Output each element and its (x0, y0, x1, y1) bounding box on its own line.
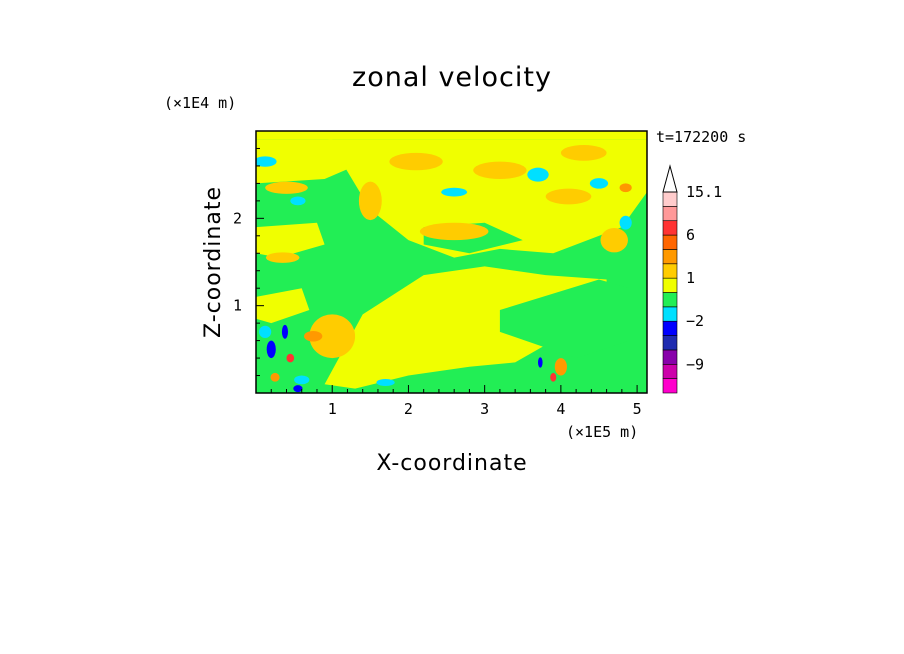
contour-cell (560, 144, 607, 161)
contour-cell (309, 314, 356, 359)
contour-cell (281, 324, 289, 339)
contour-cell (294, 375, 310, 385)
x-tick-label: 2 (404, 400, 413, 418)
colorbar-swatch (662, 363, 678, 379)
colorbar-swatch (662, 277, 678, 293)
colorbar-swatch (662, 349, 678, 365)
colorbar-swatch (662, 292, 678, 308)
contour-cell (293, 385, 303, 393)
contour-cell (545, 188, 592, 205)
contour-cell (527, 167, 549, 182)
y-axis: 12 (233, 147, 264, 377)
contour-cell (419, 222, 489, 241)
contour-cell (389, 152, 443, 171)
contour-cell (265, 181, 308, 194)
contour-cell (550, 372, 557, 382)
colorbar: 15.1 6 1 −2 −9 (662, 164, 722, 394)
contour-cell (589, 178, 609, 189)
y-unit-label: (×1E4 m) (164, 94, 236, 112)
contour-cell (473, 161, 527, 180)
contour-cell (256, 156, 277, 167)
colorbar-swatch (662, 320, 678, 336)
plot-frame (255, 130, 648, 394)
x-unit-label: (×1E5 m) (566, 423, 638, 441)
y-tick-label: 1 (233, 297, 242, 315)
colorbar-swatch (662, 263, 678, 279)
contour-region (499, 279, 630, 359)
time-label: t=172200 s (656, 128, 746, 146)
contour-cell (265, 252, 300, 263)
contour-cell (266, 340, 276, 359)
x-tick-label: 3 (480, 400, 489, 418)
y-tick-label: 2 (233, 209, 242, 227)
contour-cell (270, 372, 280, 382)
colorbar-label: −2 (686, 312, 704, 330)
contour-field (256, 131, 647, 393)
contour-cell (290, 196, 306, 206)
contour-cell (358, 181, 382, 221)
colorbar-swatch (662, 306, 678, 322)
colorbar-swatch (662, 220, 678, 236)
contour-cell (304, 330, 323, 342)
contour-region (324, 266, 607, 389)
colorbar-label: −9 (686, 355, 704, 373)
colorbar-label: 15.1 (686, 183, 722, 201)
contour-region (256, 288, 310, 324)
x-axis-title: X-coordinate (376, 451, 527, 476)
colorbar-overflow-arrow (662, 164, 678, 193)
contour-cell (376, 379, 395, 387)
contour-cell (600, 227, 628, 253)
colorbar-swatch (662, 191, 678, 207)
chart-title: zonal velocity (352, 62, 552, 93)
contour-region (256, 222, 325, 258)
contour-cell (554, 358, 567, 376)
colorbar-label: 1 (686, 269, 695, 287)
contour-cell (538, 357, 543, 368)
x-axis: 1 2 3 4 5 (270, 385, 642, 418)
contour-cell (259, 325, 272, 338)
colorbar-label: 6 (686, 226, 695, 244)
colorbar-swatch (662, 234, 678, 250)
colorbar-swatch (662, 206, 678, 222)
contour-region (256, 139, 356, 184)
x-tick-label: 5 (633, 400, 642, 418)
x-tick-label: 1 (328, 400, 337, 418)
contour-cell (619, 183, 632, 193)
colorbar-swatch (662, 335, 678, 351)
contour-cell (441, 187, 468, 197)
x-tick-label: 4 (556, 400, 565, 418)
y-axis-title: Z-coordinate (201, 186, 226, 338)
colorbar-swatch (662, 378, 678, 394)
contour-cell (286, 353, 295, 363)
colorbar-swatch (662, 249, 678, 265)
contour-cell (619, 215, 632, 230)
